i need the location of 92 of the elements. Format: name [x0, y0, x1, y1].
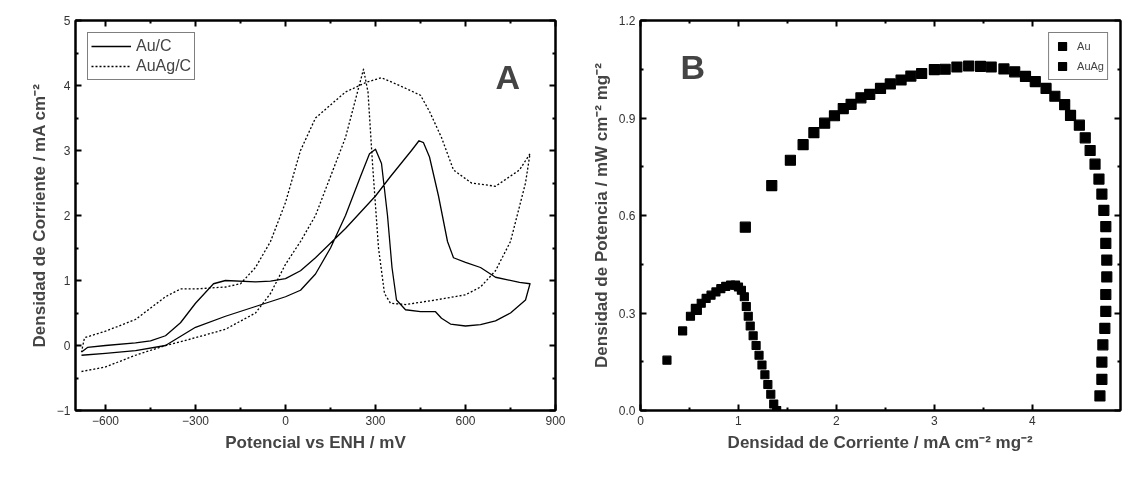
x-axis-title: Densidad de Corriente / mA cm⁻² mg⁻²: [727, 432, 1034, 452]
x-axis-title: Potencial vs ENH / mV: [225, 432, 407, 452]
y-axis-title: Densidad de Potencia / mW cm⁻² mg⁻²: [591, 62, 611, 368]
y-tick-label: 0.0: [618, 404, 636, 418]
point: [916, 67, 928, 80]
x-tick-label: 4: [1029, 413, 1036, 428]
point: [766, 180, 778, 192]
point: [1100, 220, 1112, 233]
point: [1096, 188, 1108, 200]
y-tick-label: 1.2: [618, 14, 636, 28]
point: [1100, 288, 1112, 301]
point: [998, 63, 1010, 75]
point: [928, 63, 940, 76]
point: [1089, 158, 1101, 170]
point: [939, 63, 951, 75]
y-tick-label: 2: [63, 209, 71, 223]
point: [1084, 144, 1096, 157]
annotation: B: [680, 47, 706, 86]
x-tick-label: −300: [181, 413, 210, 428]
point: [864, 88, 876, 100]
point: [1101, 254, 1113, 266]
point: [1100, 237, 1112, 250]
point: [1094, 390, 1106, 402]
point: [828, 110, 841, 122]
point: [1040, 82, 1052, 95]
point: [741, 301, 751, 312]
point: [874, 82, 887, 95]
x-tick-label: −600: [91, 413, 120, 428]
point: [1029, 76, 1041, 88]
point: [1101, 271, 1113, 283]
x-tick-label: 3: [931, 413, 939, 428]
point: [1093, 173, 1105, 185]
point: [1009, 66, 1021, 78]
point: [757, 360, 767, 370]
point: [662, 355, 672, 365]
x-tick-label: 0: [282, 413, 290, 428]
point: [1019, 70, 1032, 82]
point: [808, 127, 820, 139]
y-axis-title: Densidad de Corriente / mA cm⁻²: [29, 83, 49, 348]
point: [985, 61, 997, 73]
point: [963, 60, 975, 72]
point: [751, 340, 761, 351]
point: [760, 370, 770, 380]
y-tick-label: 0.3: [618, 306, 636, 321]
point: [1049, 90, 1061, 102]
point: [1096, 373, 1108, 385]
x-tick-label: 2: [833, 413, 841, 428]
y-tick-label: 0.6: [618, 209, 636, 223]
legend-label: AuAg/C: [136, 57, 192, 75]
point: [1059, 99, 1071, 111]
x-tick-label: 900: [545, 413, 566, 428]
point: [895, 74, 907, 86]
point: [1096, 356, 1108, 368]
point: [748, 331, 758, 341]
x-tick-label: 600: [455, 413, 476, 428]
point: [1079, 132, 1091, 144]
y-tick-label: 3: [63, 144, 71, 158]
y-tick-label: 5: [63, 14, 71, 28]
point: [905, 70, 917, 82]
point: [739, 292, 749, 302]
point: [685, 311, 696, 321]
point: [884, 78, 896, 90]
x-tick-label: 1: [735, 413, 743, 428]
annotation: A: [495, 57, 521, 96]
y-tick-label: −1: [56, 404, 71, 418]
x-tick-label: 300: [365, 413, 386, 428]
point: [974, 60, 987, 72]
legend-label: AuAg: [1077, 60, 1104, 72]
point: [754, 350, 764, 360]
legend-label: Au/C: [136, 37, 172, 55]
point: [1064, 109, 1077, 121]
point: [1100, 305, 1112, 317]
point: [819, 117, 831, 129]
point: [739, 221, 751, 233]
point: [745, 321, 755, 331]
point: [784, 154, 796, 166]
point: [766, 389, 776, 399]
legend-label: Au: [1077, 40, 1092, 52]
point: [845, 98, 857, 110]
y-tick-label: 1: [63, 274, 71, 288]
y-tick-label: 0.9: [618, 111, 636, 126]
point: [743, 311, 753, 321]
point: [951, 61, 963, 73]
point: [678, 326, 688, 336]
point: [1097, 339, 1109, 351]
point: [1099, 322, 1111, 334]
point: [1073, 119, 1085, 131]
point: [1098, 204, 1110, 216]
point: [797, 139, 809, 151]
y-tick-label: 0: [63, 339, 71, 353]
y-tick-label: 4: [63, 79, 71, 93]
point: [763, 379, 773, 390]
